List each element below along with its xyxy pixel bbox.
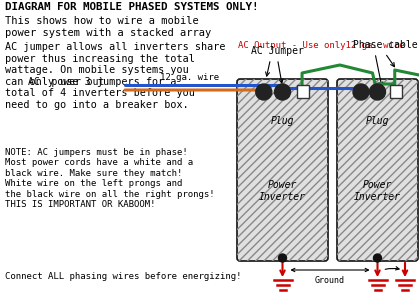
Circle shape bbox=[256, 84, 272, 100]
Text: Power
Inverter: Power Inverter bbox=[354, 180, 401, 202]
Bar bbox=[390, 85, 402, 98]
FancyBboxPatch shape bbox=[237, 79, 328, 261]
Text: Phase cable: Phase cable bbox=[353, 40, 417, 50]
Text: Ground: Ground bbox=[315, 276, 345, 285]
Text: power system with a stacked array: power system with a stacked array bbox=[5, 28, 211, 38]
Text: Plug: Plug bbox=[366, 116, 389, 126]
Text: AC Output - Use only12 ga. wire: AC Output - Use only12 ga. wire bbox=[238, 41, 405, 50]
Circle shape bbox=[274, 84, 290, 100]
Circle shape bbox=[373, 254, 382, 262]
Text: Connect ALL phasing wires before energizing!: Connect ALL phasing wires before energiz… bbox=[5, 272, 241, 281]
Circle shape bbox=[353, 84, 369, 100]
Text: Power
Inverter: Power Inverter bbox=[259, 180, 306, 202]
Circle shape bbox=[370, 84, 385, 100]
Text: NOTE: AC jumpers must be in phase!
Most power cords have a white and a
black wir: NOTE: AC jumpers must be in phase! Most … bbox=[5, 148, 215, 209]
Circle shape bbox=[279, 254, 287, 262]
Text: AC Jumper: AC Jumper bbox=[251, 46, 304, 56]
Text: AC  power out: AC power out bbox=[28, 77, 104, 87]
Text: AC jumper allows all inverters share
power thus increasing the total
wattage. On: AC jumper allows all inverters share pow… bbox=[5, 42, 225, 110]
Bar bbox=[297, 85, 309, 98]
Text: This shows how to wire a mobile: This shows how to wire a mobile bbox=[5, 16, 199, 26]
Text: DIAGRAM FOR MOBILE PHASED SYSTEMS ONLY!: DIAGRAM FOR MOBILE PHASED SYSTEMS ONLY! bbox=[5, 2, 259, 12]
Text: 12 ga. wire: 12 ga. wire bbox=[160, 73, 219, 83]
FancyBboxPatch shape bbox=[337, 79, 418, 261]
Text: Plug: Plug bbox=[271, 116, 294, 126]
